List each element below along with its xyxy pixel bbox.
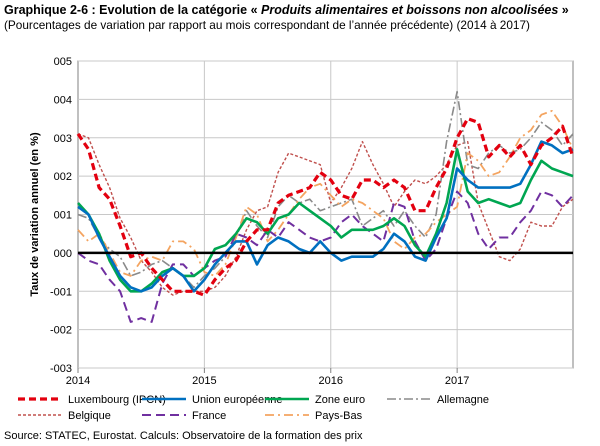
y-tick-label: -001 [50, 286, 72, 298]
series-line-pays-bas [77, 110, 574, 277]
series-line-luxembourg-ipcn [76, 116, 575, 297]
legend-item: Allemagne [387, 394, 489, 406]
y-axis-label: Taux de variation annuel (en %) [29, 132, 41, 297]
title-italic: Produits alimentaires et boissons non al… [261, 3, 559, 17]
x-tick-label: 2017 [445, 375, 469, 387]
y-tick-label: 005 [54, 56, 72, 68]
y-tick-label: 003 [54, 133, 72, 145]
x-tick-label: 2014 [66, 375, 90, 387]
legend-item: Union européenne [142, 394, 283, 406]
x-tick-label: 2015 [192, 375, 216, 387]
y-tick-label: 001 [54, 210, 72, 222]
y-tick-label: -002 [50, 325, 72, 337]
legend-label: Zone euro [315, 394, 365, 406]
legend-label: France [192, 410, 226, 422]
legend-label: Belgique [68, 410, 111, 422]
series-line-france [77, 190, 574, 323]
legend-label: Union européenne [192, 394, 283, 406]
chart-title: Graphique 2-6 : Evolution de la catégori… [4, 3, 596, 18]
title-suffix: » [558, 3, 569, 17]
x-tick-label: 2016 [319, 375, 343, 387]
chart-subtitle: (Pourcentages de variation par rapport a… [4, 18, 530, 32]
title-prefix: Graphique 2-6 : Evolution de la catégori… [4, 3, 262, 17]
series-line-belgique [77, 133, 574, 296]
y-tick-label: -003 [50, 363, 72, 375]
y-tick-label: 004 [54, 94, 72, 106]
legend-label: Luxembourg (IPCN) [68, 394, 166, 406]
y-tick-label: 002 [54, 171, 72, 183]
legend-label: Pays-Bas [315, 410, 363, 422]
legend-item: France [142, 410, 226, 422]
legend-item: Pays-Bas [265, 410, 363, 422]
y-tick-label: 000 [54, 248, 72, 260]
legend-item: Zone euro [265, 394, 365, 406]
series-line-zone-euro [77, 148, 574, 293]
legend-item: Luxembourg (IPCN) [18, 394, 166, 406]
legend-item: Belgique [18, 410, 111, 422]
legend-label: Allemagne [437, 394, 489, 406]
source-note: Source: STATEC, Eurostat. Calculs: Obser… [4, 430, 363, 442]
